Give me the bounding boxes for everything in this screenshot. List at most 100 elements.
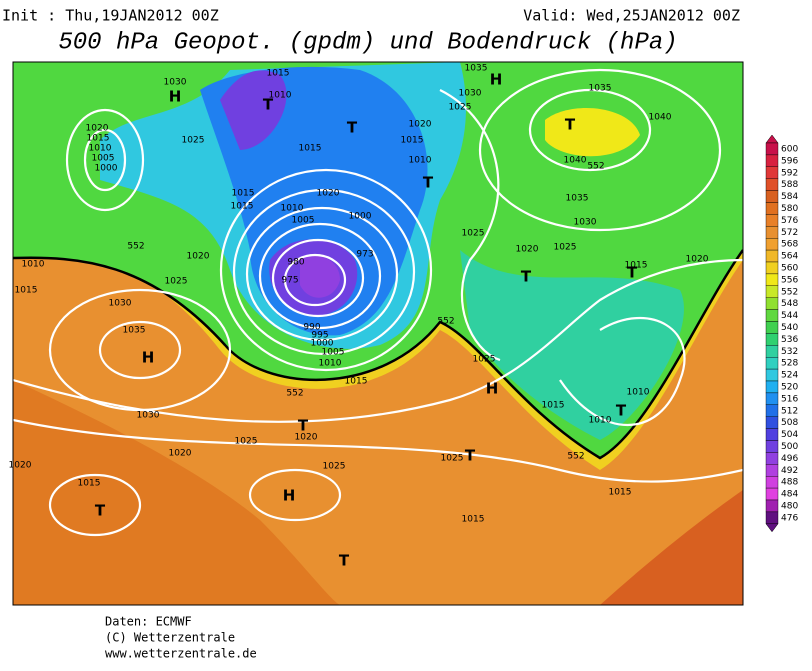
colorbar-label: 548 (781, 299, 798, 309)
pressure-center: T (616, 402, 627, 420)
colorbar-swatch (765, 249, 779, 263)
isobar-label: 552 (567, 452, 584, 462)
colorbar-label: 524 (781, 371, 798, 381)
isobar-label: 1035 (566, 194, 589, 204)
map-title: 500 hPa Geopot. (gpdm) und Bodendruck (h… (58, 29, 677, 56)
isobar-label: 1010 (319, 359, 342, 369)
colorbar-swatch (765, 511, 779, 524)
isobar-label: 1020 (187, 252, 210, 262)
isobar-label: 1015 (15, 286, 38, 296)
colorbar-label: 532 (781, 347, 798, 357)
colorbar-swatch (765, 297, 779, 310)
isobar-label: 1040 (649, 113, 672, 123)
isobar-label: 1020 (295, 433, 318, 443)
colorbar-swatch (765, 142, 779, 156)
isobar-label: 1000 (349, 212, 372, 222)
colorbar-label: 552 (781, 287, 798, 297)
colorbar-label: 564 (781, 252, 798, 262)
map-field (13, 62, 743, 605)
colorbar-label: 580 (781, 204, 798, 214)
colorbar-swatch (765, 416, 779, 429)
colorbar-label: 500 (781, 442, 798, 452)
isobar-label: 975 (281, 276, 298, 286)
colorbar-swatch (765, 154, 779, 167)
colorbar-swatch (765, 404, 779, 417)
colorbar-swatch (765, 487, 779, 501)
colorbar-label: 560 (781, 263, 798, 273)
isobar-label: 1010 (281, 204, 304, 214)
colorbar-swatch (765, 452, 779, 465)
colorbar-swatch (765, 321, 779, 334)
colorbar-swatch (765, 202, 779, 215)
isobar-label: 1020 (409, 120, 432, 130)
isobar-label: 1010 (269, 91, 292, 101)
isobar-label: 1005 (92, 154, 115, 164)
isobar-label: 1030 (459, 89, 482, 99)
isobar-label: 1015 (267, 69, 290, 79)
pressure-center: H (169, 88, 182, 106)
isobar-label: 552 (437, 317, 454, 327)
pressure-center: T (521, 268, 532, 286)
map-labels: 1030H10151010T102010151010100510001025T1… (9, 64, 709, 570)
isobar-label: 1015 (232, 189, 255, 199)
colorbar-label: 512 (781, 406, 798, 416)
colorbar-label: 544 (781, 311, 798, 321)
footer-line: (C) Wetterzentrale (105, 631, 235, 645)
pressure-center: H (490, 71, 503, 89)
isobar-label: 1020 (86, 124, 109, 134)
colorbar-label: 600 (781, 144, 798, 154)
isobar-label: 1015 (345, 377, 368, 387)
map-frame (12, 61, 744, 606)
pressure-center: T (565, 116, 576, 134)
isobar-label: 1010 (89, 144, 112, 154)
footer-line: Daten: ECMWF (105, 615, 192, 629)
colorbar-label: 520 (781, 382, 798, 392)
colorbar-swatch (765, 285, 779, 298)
colorbar-swatch (765, 380, 779, 394)
isobar-label: 1020 (516, 245, 539, 255)
isobar-label: 980 (287, 258, 304, 268)
isobar-label: 1015 (87, 134, 110, 144)
pressure-center: T (339, 552, 350, 570)
isobar-label: 1015 (542, 401, 565, 411)
colorbar-swatch (765, 392, 779, 405)
isobar-label: 1030 (164, 78, 187, 88)
colorbar-cap (765, 523, 779, 533)
pressure-center: T (347, 119, 358, 137)
colorbar-label: 588 (781, 180, 798, 190)
isobar-label: 1025 (473, 355, 496, 365)
footer-line: www.wetterzentrale.de (105, 647, 257, 661)
colorbar-label: 492 (781, 466, 798, 476)
isobar-label: 552 (286, 389, 303, 399)
colorbar-swatch (765, 368, 779, 382)
isobar-label: 1025 (182, 136, 205, 146)
isobar-label: 1025 (323, 462, 346, 472)
colorbar-swatch (765, 190, 779, 203)
colorbar-label: 480 (781, 501, 798, 511)
colorbar-swatch (765, 345, 779, 358)
colorbar-label: 540 (781, 323, 798, 333)
colorbar-swatch (765, 499, 779, 513)
isobar-label: 990 (303, 323, 320, 333)
colorbar-label: 576 (781, 216, 798, 226)
colorbar-label: 508 (781, 418, 798, 428)
colorbar-swatch (765, 440, 779, 453)
isobar-label: 1025 (165, 277, 188, 287)
colorbar-label: 496 (781, 454, 798, 464)
isobar-label: 1015 (625, 261, 648, 271)
colorbar-label: 568 (781, 240, 798, 250)
isobar-label: 1005 (292, 216, 315, 226)
isobar-label: 1010 (589, 416, 612, 426)
isobar-label: 1020 (317, 189, 340, 199)
isobar-label: 1030 (137, 411, 160, 421)
isobar-label: 1015 (609, 488, 632, 498)
colorbar-swatch (765, 273, 779, 286)
colorbar-label: 516 (781, 394, 798, 404)
colorbar-swatch (765, 226, 779, 239)
colorbar-label: 572 (781, 228, 798, 238)
colorbar-swatch (765, 166, 779, 179)
isobar-label: 973 (356, 250, 373, 260)
colorbar-label: 488 (781, 478, 798, 488)
